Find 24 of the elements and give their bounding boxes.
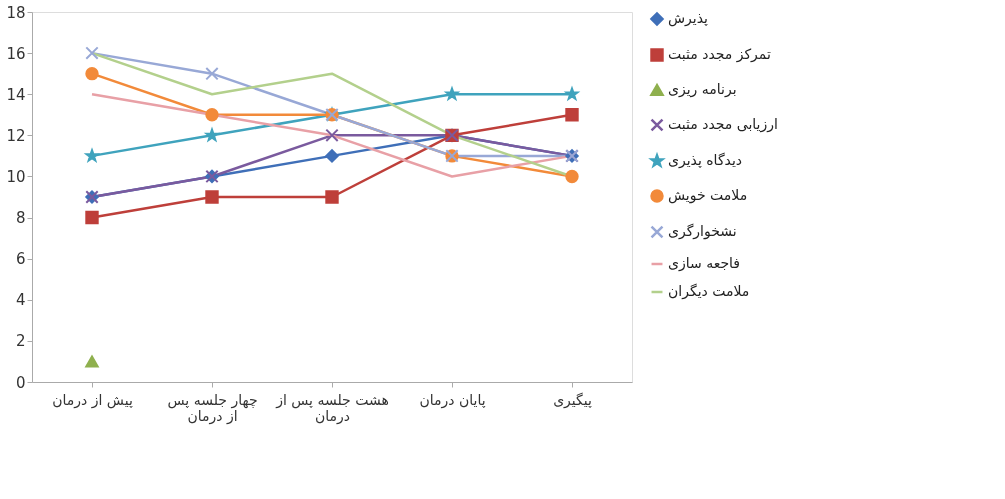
y-tick-label: 18 xyxy=(6,3,26,22)
legend-label: برنامه ریزی xyxy=(668,81,737,98)
x-tick-label: پیگیری xyxy=(553,391,592,409)
legend-label: فاجعه سازی xyxy=(668,255,741,272)
x-tick-label: هشت جلسه پس از درمان xyxy=(275,391,389,425)
x-tick-label: پایان درمان xyxy=(419,391,486,409)
y-tick-label: 10 xyxy=(6,167,26,186)
y-tick-label: 16 xyxy=(6,44,26,63)
legend-label: ملامت خویش xyxy=(668,187,748,204)
legend-label: نشخوارگری xyxy=(668,223,737,240)
y-tick-label: 2 xyxy=(15,332,26,351)
y-tick-label: 0 xyxy=(15,373,26,392)
x-tick-label: پیش از درمان xyxy=(52,391,133,409)
y-tick-label: 6 xyxy=(15,250,26,269)
y-tick-label: 12 xyxy=(6,126,26,145)
x-tick-label: چهار جلسه پس از درمان xyxy=(167,391,258,425)
y-tick-label: 4 xyxy=(15,291,26,310)
y-tick-label: 8 xyxy=(15,209,26,228)
legend-label: پذیرش xyxy=(668,10,709,27)
y-tick-label: 14 xyxy=(6,85,26,104)
legend-label: دیدگاه پذیری xyxy=(668,152,743,169)
legend-label: ملامت دیگران xyxy=(668,283,750,300)
legend-label: تمرکز مجدد مثبت xyxy=(668,46,771,63)
legend-label: ارزیابی مجدد مثبت xyxy=(668,116,778,133)
